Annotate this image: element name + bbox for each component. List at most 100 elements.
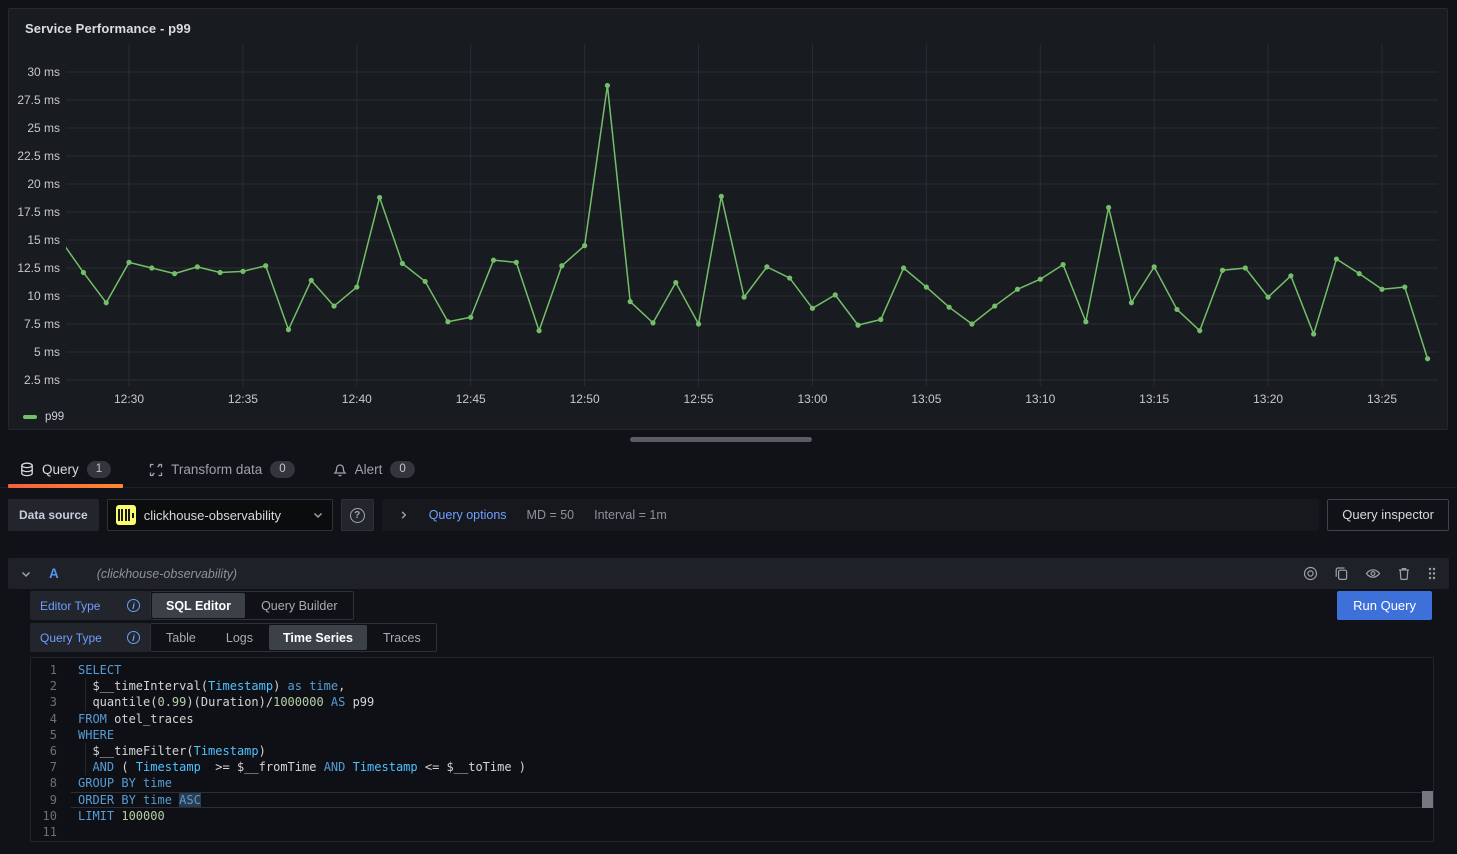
query-inspector-button[interactable]: Query inspector xyxy=(1327,499,1449,531)
query-type-option-traces[interactable]: Traces xyxy=(369,625,435,650)
code-text xyxy=(71,824,78,840)
editor-type-radio-group: SQL Editor Query Builder xyxy=(150,591,354,620)
code-line[interactable]: 1SELECT xyxy=(31,662,1433,678)
horizontal-scrollbar-thumb[interactable] xyxy=(630,437,812,442)
chevron-right-icon[interactable] xyxy=(398,510,409,521)
editor-type-option-sql-editor[interactable]: SQL Editor xyxy=(152,593,245,618)
data-point xyxy=(468,315,473,320)
x-tick-label: 12:35 xyxy=(228,392,258,406)
hide-response-eye-icon[interactable] xyxy=(1365,566,1381,581)
data-point xyxy=(104,300,109,305)
grafana-panel-edit-page: Service Performance - p99 30 ms27.5 ms25… xyxy=(0,0,1457,854)
code-line[interactable]: 3 quantile(0.99)(Duration)/1000000 AS p9… xyxy=(31,694,1433,710)
y-tick-label: 27.5 ms xyxy=(17,93,60,107)
data-point xyxy=(696,321,701,326)
tab-label: Transform data xyxy=(171,462,262,477)
data-point xyxy=(377,195,382,200)
data-point xyxy=(1379,287,1384,292)
x-tick-label: 12:50 xyxy=(570,392,600,406)
editor-type-label: Editor Type i xyxy=(30,591,150,620)
code-line[interactable]: 6 $__timeFilter(Timestamp) xyxy=(31,743,1433,759)
query-toolbar: Data source clickhouse-observability ? Q… xyxy=(8,499,1449,531)
data-point xyxy=(240,269,245,274)
x-tick-label: 13:15 xyxy=(1139,392,1169,406)
code-text: LIMIT 100000 xyxy=(71,808,165,824)
code-line[interactable]: 11 xyxy=(31,824,1433,840)
query-options-md: MD = 50 xyxy=(527,508,575,522)
line-number: 8 xyxy=(31,775,71,791)
tab-count-badge: 0 xyxy=(270,461,294,478)
data-point xyxy=(1311,331,1316,336)
disable-query-icon[interactable] xyxy=(1303,566,1318,581)
query-options-toggle[interactable]: Query options xyxy=(429,508,507,522)
line-number: 5 xyxy=(31,727,71,743)
data-point xyxy=(445,319,450,324)
data-point xyxy=(536,328,541,333)
run-query-button[interactable]: Run Query xyxy=(1337,591,1432,620)
datasource-picker[interactable]: clickhouse-observability xyxy=(107,499,333,531)
data-point xyxy=(605,83,610,88)
data-point xyxy=(582,243,587,248)
data-point xyxy=(924,284,929,289)
code-line[interactable]: 8GROUP BY time xyxy=(31,775,1433,791)
code-line[interactable]: 4FROM otel_traces xyxy=(31,711,1433,727)
code-line[interactable]: 2 $__timeInterval(Timestamp) as time, xyxy=(31,678,1433,694)
data-point xyxy=(719,194,724,199)
tab-count-badge: 0 xyxy=(390,461,414,478)
y-tick-label: 2.5 ms xyxy=(24,373,60,387)
data-point xyxy=(263,263,268,268)
legend-item-p99[interactable]: p99 xyxy=(23,411,64,423)
question-circle-icon: ? xyxy=(350,508,365,523)
data-point xyxy=(1106,205,1111,210)
data-point xyxy=(1265,295,1270,300)
collapse-chevron-icon[interactable] xyxy=(20,568,32,580)
y-tick-label: 7.5 ms xyxy=(24,317,60,331)
delete-query-trash-icon[interactable] xyxy=(1397,566,1411,581)
query-type-option-time-series[interactable]: Time Series xyxy=(269,625,367,650)
data-point xyxy=(1197,328,1202,333)
code-text: $__timeInterval(Timestamp) as time, xyxy=(71,678,345,694)
data-point xyxy=(423,279,428,284)
query-options-bar: Query options MD = 50 Interval = 1m xyxy=(382,499,1320,531)
data-point xyxy=(742,295,747,300)
data-point xyxy=(947,305,952,310)
x-tick-label: 13:10 xyxy=(1025,392,1055,406)
tab-query[interactable]: Query 1 xyxy=(8,452,123,487)
code-line[interactable]: 9ORDER BY time ASC xyxy=(31,792,1433,808)
code-text: $__timeFilter(Timestamp) xyxy=(71,743,266,759)
code-text: quantile(0.99)(Duration)/1000000 AS p99 xyxy=(71,694,374,710)
datasource-help-button[interactable]: ? xyxy=(341,499,374,531)
data-point xyxy=(172,271,177,276)
data-point xyxy=(787,275,792,280)
sql-code-editor[interactable]: 1SELECT2 $__timeInterval(Timestamp) as t… xyxy=(30,657,1434,842)
tab-alert[interactable]: Alert 0 xyxy=(321,452,427,487)
line-number: 6 xyxy=(31,743,71,759)
line-number: 2 xyxy=(31,678,71,694)
datasource-label: Data source xyxy=(8,499,99,531)
editor-type-option-query-builder[interactable]: Query Builder xyxy=(247,593,351,618)
data-point xyxy=(1174,307,1179,312)
data-point xyxy=(1038,277,1043,282)
duplicate-query-icon[interactable] xyxy=(1334,566,1349,581)
database-icon xyxy=(20,462,34,477)
tab-transform-data[interactable]: Transform data 0 xyxy=(137,452,306,487)
series-line xyxy=(61,85,1428,358)
data-point xyxy=(1288,273,1293,278)
y-tick-label: 22.5 ms xyxy=(17,149,60,163)
bell-icon xyxy=(333,462,347,477)
query-row-actions xyxy=(1303,566,1437,581)
query-type-label: Query Type i xyxy=(30,623,150,652)
drag-handle-icon[interactable] xyxy=(1427,566,1437,581)
code-line[interactable]: 5WHERE xyxy=(31,727,1433,743)
code-line[interactable]: 7 AND ( Timestamp >= $__fromTime AND Tim… xyxy=(31,759,1433,775)
query-type-option-table[interactable]: Table xyxy=(152,625,210,650)
line-number: 1 xyxy=(31,662,71,678)
query-type-option-logs[interactable]: Logs xyxy=(212,625,267,650)
code-line[interactable]: 10LIMIT 100000 xyxy=(31,808,1433,824)
timeseries-chart[interactable]: 30 ms27.5 ms25 ms22.5 ms20 ms17.5 ms15 m… xyxy=(9,9,1447,409)
data-point xyxy=(559,263,564,268)
code-text: SELECT xyxy=(71,662,121,678)
editor-scrollbar-thumb[interactable] xyxy=(1422,791,1433,808)
data-point xyxy=(992,303,997,308)
y-tick-label: 17.5 ms xyxy=(17,205,60,219)
